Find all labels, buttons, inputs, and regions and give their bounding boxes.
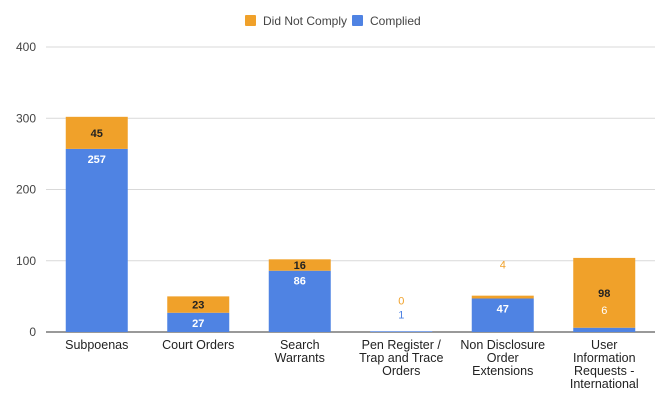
x-category-label-line: Court Orders: [162, 338, 234, 352]
x-category-label: Subpoenas: [65, 338, 128, 352]
data-label-complied: 27: [192, 318, 204, 330]
x-category-label-line: International: [570, 377, 639, 391]
x-category-label-line: Subpoenas: [65, 338, 128, 352]
data-label-did-not-comply: 23: [192, 300, 204, 312]
data-label-complied: 86: [294, 276, 306, 288]
x-category-label-line: User: [591, 338, 617, 352]
data-label-complied: 6: [601, 305, 607, 317]
x-category-label: Search Warrants: [275, 338, 325, 365]
bar-complied[interactable]: [471, 298, 534, 332]
y-tick-label: 200: [16, 183, 36, 197]
x-category-label-line: Search: [280, 338, 320, 352]
x-category-label: Non Disclosure Order Extensions: [460, 338, 545, 378]
data-label-complied: 257: [88, 154, 106, 166]
legend-label-did-not-comply[interactable]: Did Not Comply: [263, 14, 347, 28]
y-tick-label: 100: [16, 254, 36, 268]
y-tick-label: 300: [16, 111, 36, 125]
x-category-label-line: Requests -: [574, 364, 634, 378]
x-category-label-line: Trap and Trace: [359, 351, 443, 365]
bar-did-not-comply[interactable]: [573, 257, 636, 328]
bar-complied[interactable]: [573, 327, 636, 332]
bar-complied[interactable]: [65, 148, 128, 332]
x-category-label: Pen Register / Trap and Trace Orders: [359, 338, 443, 378]
y-tick-label: 0: [29, 325, 36, 339]
bar-complied[interactable]: [268, 270, 331, 332]
legend-swatch-complied[interactable]: [352, 15, 363, 26]
y-tick-label: 400: [16, 40, 36, 54]
x-category-label-line: Order: [487, 351, 519, 365]
data-label-complied: 47: [497, 304, 509, 316]
x-category-label: Court Orders: [162, 338, 234, 352]
x-category-label-line: Orders: [382, 364, 420, 378]
data-label-did-not-comply: 98: [598, 288, 610, 300]
x-category-label-line: Information: [573, 351, 636, 365]
bar-complied[interactable]: [167, 312, 230, 332]
data-label-did-not-comply: 4: [500, 260, 506, 272]
x-category-label-line: Non Disclosure: [460, 338, 545, 352]
legend-swatch-did-not-comply[interactable]: [245, 15, 256, 26]
data-label-complied: 1: [398, 309, 404, 321]
bar-did-not-comply[interactable]: [65, 116, 128, 149]
bar-did-not-comply[interactable]: [471, 295, 534, 299]
bar-did-not-comply[interactable]: [268, 259, 331, 271]
legend-label-complied[interactable]: Complied: [370, 14, 421, 28]
bar-did-not-comply[interactable]: [167, 296, 230, 313]
data-label-did-not-comply: 16: [294, 260, 306, 272]
x-category-label-line: Extensions: [472, 364, 533, 378]
data-label-did-not-comply: 0: [398, 295, 404, 307]
data-label-did-not-comply: 45: [91, 128, 103, 140]
x-category-label-line: Pen Register /: [362, 338, 442, 352]
x-category-label: User Information Requests -International: [570, 338, 639, 391]
x-category-label-line: Warrants: [275, 351, 325, 365]
bar-complied[interactable]: [370, 331, 433, 332]
